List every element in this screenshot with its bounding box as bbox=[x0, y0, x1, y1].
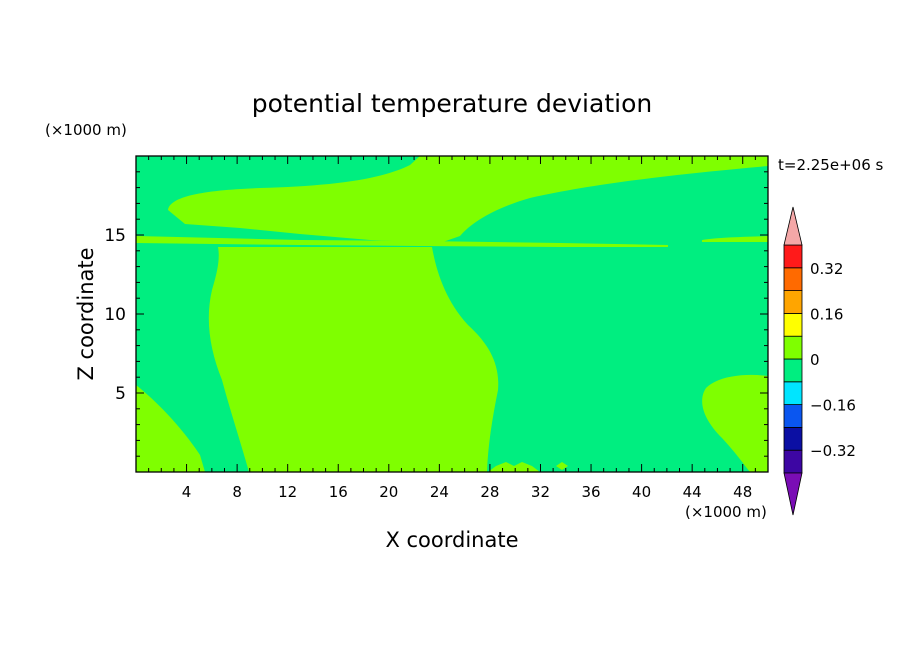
contour-region-lower-right bbox=[702, 374, 768, 472]
x-tick-label: 4 bbox=[182, 483, 192, 501]
colorbar-box bbox=[783, 244, 803, 269]
contour-region-bottom-fringe bbox=[160, 462, 568, 472]
y-axis-label: Z coordinate bbox=[74, 247, 98, 380]
colorbar-box bbox=[783, 335, 803, 360]
x-tick-label: 48 bbox=[733, 483, 752, 501]
y-tick-label: 5 bbox=[115, 384, 126, 404]
colorbar-box bbox=[783, 358, 803, 383]
x-unit-label: (×1000 m) bbox=[685, 503, 767, 521]
contour-fill bbox=[136, 156, 768, 472]
colorbar-box bbox=[783, 290, 803, 314]
x-tick-label: 44 bbox=[683, 483, 702, 501]
contour-region-upper-band bbox=[168, 156, 768, 243]
colorbar-box bbox=[783, 449, 803, 474]
x-tick-label: 40 bbox=[632, 483, 651, 501]
contour-region-central-column bbox=[208, 247, 499, 472]
colorbar-label: 0.32 bbox=[810, 260, 843, 278]
colorbar: 0.32 0.16 0 −0.16 −0.32 bbox=[783, 206, 856, 516]
chart-title: potential temperature deviation bbox=[252, 89, 652, 118]
colorbar-box bbox=[783, 381, 803, 405]
y-ticks: 5 10 15 bbox=[104, 171, 768, 457]
contour-region-stripe bbox=[136, 236, 668, 247]
x-ticks: 4 8 12 16 20 24 28 32 36 40 44 48 bbox=[148, 156, 756, 501]
x-tick-label: 20 bbox=[379, 483, 398, 501]
x-tick-label: 28 bbox=[480, 483, 499, 501]
x-axis-label: X coordinate bbox=[385, 528, 518, 552]
y-unit-label: (×1000 m) bbox=[45, 121, 127, 139]
colorbar-box bbox=[783, 404, 803, 428]
y-tick-label: 10 bbox=[104, 305, 126, 325]
x-tick-label: 32 bbox=[531, 483, 550, 501]
contour-region-stripe-right bbox=[702, 236, 768, 242]
colorbar-box bbox=[783, 267, 803, 291]
y-tick-label: 15 bbox=[104, 226, 126, 246]
colorbar-arrow-bottom bbox=[783, 472, 803, 516]
x-tick-label: 24 bbox=[430, 483, 449, 501]
colorbar-arrow-top bbox=[783, 206, 803, 246]
x-tick-label: 36 bbox=[581, 483, 600, 501]
colorbar-box bbox=[783, 312, 803, 337]
time-label: t=2.25e+06 s bbox=[778, 156, 884, 174]
x-tick-label: 12 bbox=[278, 483, 297, 501]
colorbar-label: 0.16 bbox=[810, 305, 843, 323]
colorbar-label: −0.32 bbox=[810, 442, 856, 460]
colorbar-label: 0 bbox=[810, 351, 820, 369]
x-tick-label: 8 bbox=[232, 483, 242, 501]
colorbar-label: −0.16 bbox=[810, 397, 856, 415]
x-tick-label: 16 bbox=[329, 483, 348, 501]
colorbar-box bbox=[783, 426, 803, 451]
contour-region-lower-left bbox=[136, 385, 205, 472]
